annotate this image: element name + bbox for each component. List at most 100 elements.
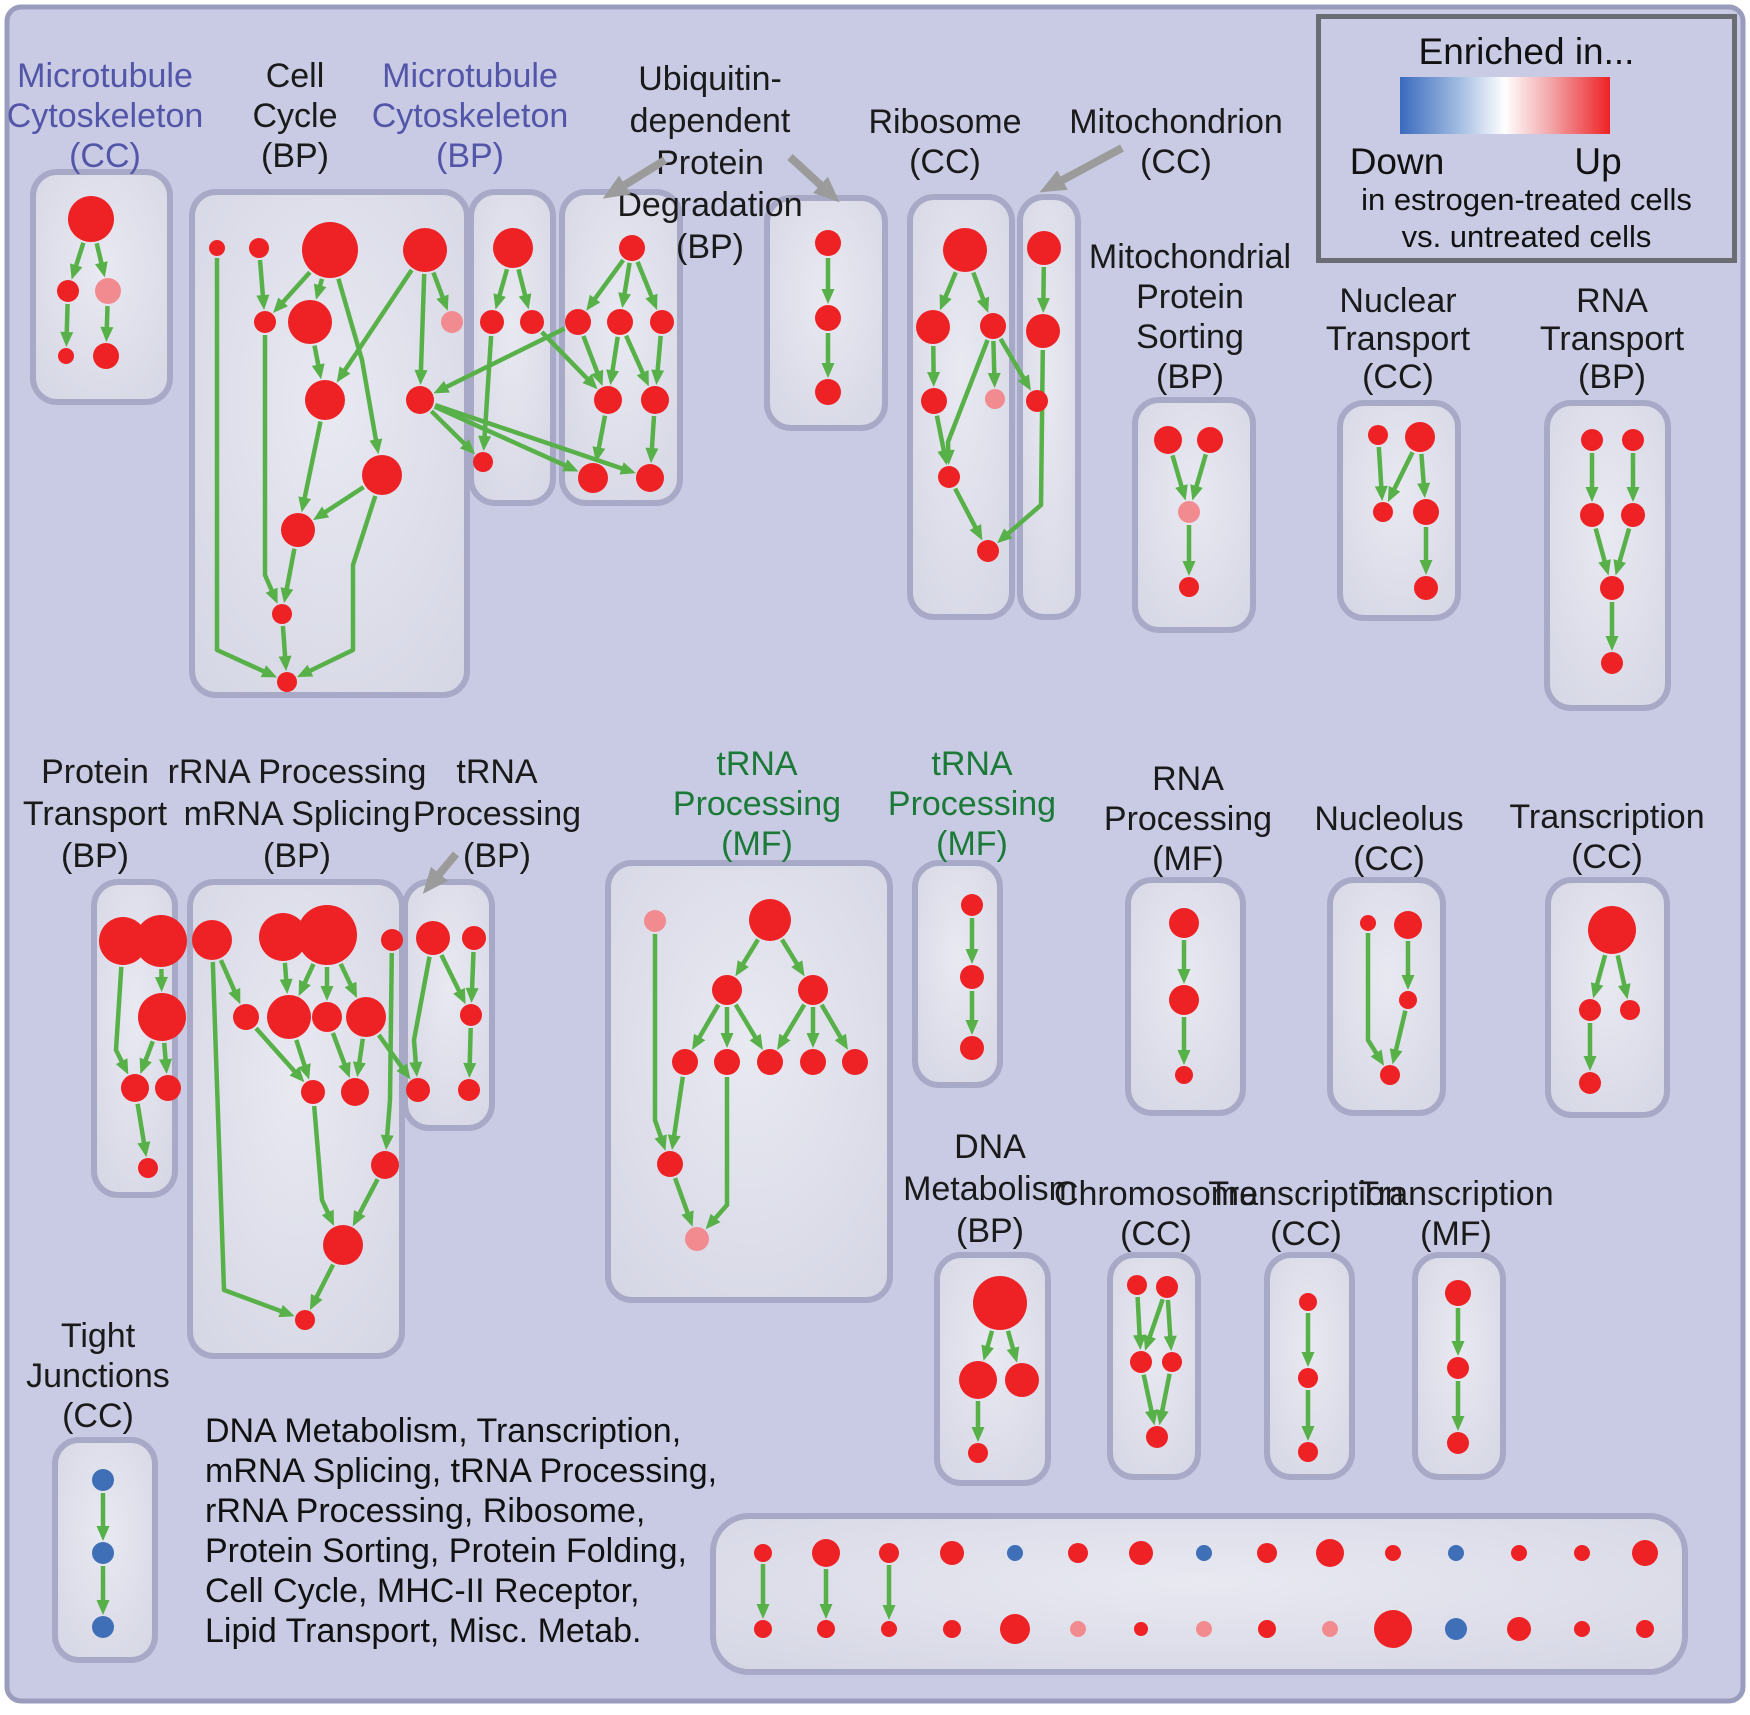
edge-arrow (618, 262, 632, 309)
go-term-node (1197, 427, 1223, 453)
edge-arrow (431, 271, 449, 311)
go-term-node (458, 1079, 480, 1101)
go-term-node (657, 1151, 683, 1177)
edge-arrow (1615, 954, 1631, 1000)
go-term-node (1257, 1543, 1277, 1563)
go-term-node (1169, 908, 1199, 938)
go-term-node (381, 929, 403, 951)
go-term-node (1445, 1618, 1467, 1640)
go-term-node (1134, 1622, 1148, 1636)
go-term-node (815, 230, 841, 256)
go-term-node (1632, 1540, 1658, 1566)
go-term-node (259, 913, 307, 961)
misc-line: Cell Cycle, MHC-II Receptor, (205, 1572, 640, 1610)
go-term-node (977, 540, 999, 562)
go-term-node (1299, 1293, 1317, 1311)
edge-arrow (336, 278, 383, 455)
go-term-node (973, 1276, 1027, 1330)
go-term-node (95, 278, 121, 304)
cluster-label-transcription-cc-2: Transcription (CC) (1208, 1175, 1403, 1253)
edge-arrow (651, 335, 665, 386)
edge-arrow (336, 268, 414, 383)
go-term-node (1413, 499, 1439, 525)
annotation-arrow (787, 154, 840, 203)
go-term-node (607, 309, 633, 335)
go-term-node (959, 1361, 997, 1399)
cluster-label-chromosome-cc: Chromosome (CC) (1054, 1175, 1258, 1253)
edge-arrow (624, 334, 649, 387)
go-term-node (297, 905, 357, 965)
edge-arrow (581, 335, 604, 387)
go-term-node (57, 280, 79, 302)
go-term-node (749, 899, 791, 941)
cluster-label-ribosome-cc: Ribosome (CC) (868, 103, 1021, 181)
go-term-node (815, 379, 841, 405)
go-term-node (1127, 1275, 1147, 1295)
cluster-box-rna-transport-bp (1544, 400, 1671, 711)
cluster-label-trna-processing-mf-1: tRNA Processing (MF) (673, 745, 841, 863)
cluster-label-dna-metabolism-bp: DNA Metabolism (BP) (903, 1128, 1077, 1250)
go-term-node (192, 920, 232, 960)
go-term-node (1399, 991, 1417, 1009)
cluster-label-nucleolus-cc: Nucleolus (CC) (1314, 800, 1463, 878)
legend: Enriched in... Down Up in estrogen-treat… (1316, 14, 1737, 263)
edge-arrow (1163, 1299, 1177, 1352)
go-term-node (281, 513, 315, 547)
go-term-node (842, 1049, 868, 1075)
go-term-node (92, 1469, 114, 1491)
go-term-node (650, 310, 674, 334)
edge-arrow (645, 415, 659, 464)
go-term-node (1579, 1072, 1601, 1094)
go-term-node (1574, 1545, 1590, 1561)
go-term-node (92, 1616, 114, 1638)
go-term-node (1179, 577, 1199, 597)
go-term-node (757, 1049, 783, 1075)
edge-arrow (1387, 451, 1415, 503)
misc-cluster-list: DNA Metabolism, Transcription, mRNA Spli… (205, 1411, 717, 1651)
cluster-label-rrna-mrna-bp: rRNA Processing mRNA Splicing (BP) (168, 753, 427, 875)
go-term-node (1026, 390, 1048, 412)
cluster-box-nucleolus-cc (1327, 877, 1446, 1116)
edge-arrow (279, 962, 293, 995)
misc-line: Protein Sorting, Protein Folding, (205, 1532, 687, 1570)
edge-arrow (953, 487, 983, 541)
go-term-node (209, 240, 225, 256)
edge-arrow (777, 1003, 807, 1050)
go-term-node (1601, 652, 1623, 674)
go-term-node (1579, 999, 1601, 1021)
go-term-node (1373, 502, 1393, 522)
edge-arrow (330, 1032, 351, 1078)
go-term-node (1146, 1426, 1168, 1448)
go-term-node (817, 1620, 835, 1638)
cluster-label-trna-processing-mf-2: tRNA Processing (MF) (888, 745, 1056, 863)
go-term-node (960, 1036, 984, 1060)
go-term-node (1154, 426, 1182, 454)
edge-arrow (735, 938, 760, 977)
edge-arrow (214, 258, 278, 678)
legend-subtitle-1: in estrogen-treated cells (1361, 182, 1692, 217)
go-term-node (1447, 1432, 1469, 1454)
go-term-node (1178, 501, 1200, 523)
edge-arrow (592, 415, 608, 463)
edge-arrow (1133, 1296, 1147, 1350)
go-term-node (1162, 1352, 1182, 1372)
go-term-node (272, 604, 292, 624)
go-term-node (277, 672, 297, 692)
edge-arrow (298, 421, 323, 513)
edge-arrow (309, 1263, 336, 1311)
edge-arrow (934, 415, 951, 466)
edge-arrow (1170, 454, 1188, 501)
go-term-node (1511, 1545, 1527, 1561)
edge-arrow (971, 271, 990, 313)
cluster-box-transcription-cc-1 (1545, 877, 1670, 1118)
go-term-node (480, 310, 504, 334)
edge-arrow (819, 1003, 848, 1050)
go-term-node (798, 975, 828, 1005)
go-term-node (980, 313, 1006, 339)
edge-arrow (586, 258, 626, 311)
go-term-node (960, 965, 984, 989)
edge-arrow (433, 326, 566, 394)
go-term-node (754, 1620, 772, 1638)
edge-arrow (429, 409, 476, 455)
edge-arrow (635, 261, 658, 310)
